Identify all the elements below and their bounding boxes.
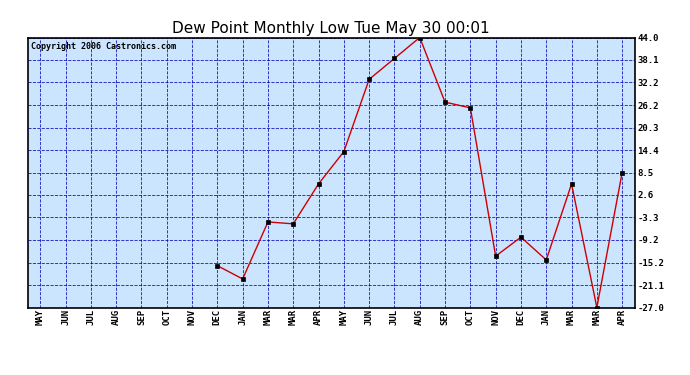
Title: Dew Point Monthly Low Tue May 30 00:01: Dew Point Monthly Low Tue May 30 00:01 xyxy=(172,21,490,36)
Text: Copyright 2006 Castronics.com: Copyright 2006 Castronics.com xyxy=(30,42,176,51)
